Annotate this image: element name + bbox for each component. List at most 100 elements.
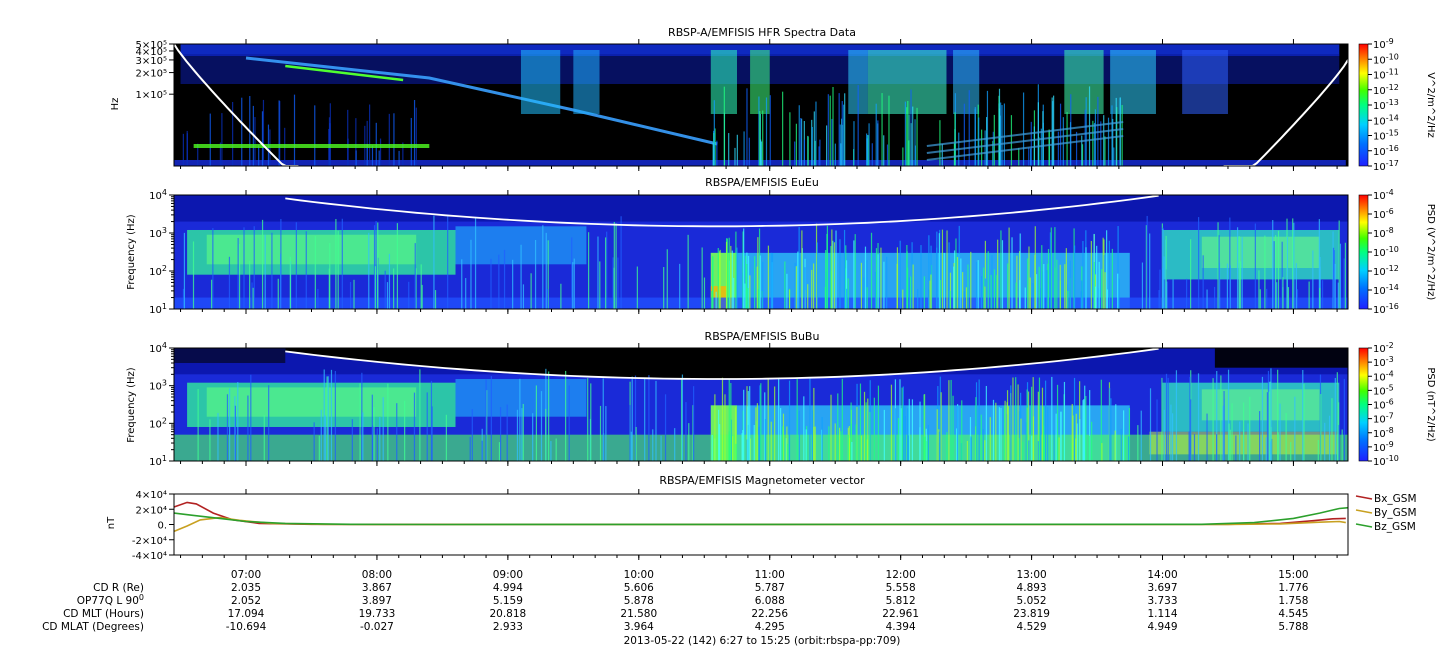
broadband-streak [927, 424, 929, 461]
hfr-noise-streak [968, 90, 970, 166]
spectrogram-streak [1220, 375, 1222, 461]
broadband-streak [1018, 411, 1020, 461]
spectrogram-streak [1296, 289, 1299, 309]
colorbar-scale [1358, 347, 1369, 462]
broadband-streak [788, 380, 791, 461]
legend-label: By_GSM [1374, 507, 1417, 519]
broadband-streak [782, 426, 784, 461]
hfr-noise-streak [904, 101, 907, 166]
broadband-streak [923, 276, 925, 309]
spectrogram-streak [349, 282, 352, 309]
spectrogram-streak [620, 216, 622, 309]
broadband-streak [796, 378, 798, 461]
broadband-streak [997, 239, 999, 309]
broadband-streak [907, 435, 910, 461]
legend-swatch [1355, 495, 1373, 500]
spectrogram-streak [572, 262, 574, 309]
broadband-streak [786, 426, 788, 461]
bubu-colorbar-label: PSD (nT^2/Hz) [1425, 367, 1436, 441]
broadband-streak [984, 286, 986, 309]
bubu-y-axis: 104 103 102 101 [149, 341, 174, 468]
spectrogram-streak [277, 278, 279, 309]
hfr-noise-streak [978, 117, 980, 166]
broadband-streak [756, 266, 758, 309]
broadband-streak [928, 235, 930, 309]
spectrogram-streak [1145, 225, 1147, 309]
spectrogram-streak [1247, 423, 1249, 461]
broadband-streak [860, 435, 862, 461]
broadband-streak [1124, 436, 1126, 461]
broadband-streak [1060, 411, 1062, 461]
broadband-streak [1038, 266, 1040, 309]
spectrogram-streak [1333, 250, 1335, 309]
broadband-streak [1054, 227, 1056, 309]
broadband-streak [1018, 438, 1020, 461]
hfr-noise-streak [811, 126, 813, 166]
spectrogram-streak [183, 232, 186, 309]
spectrogram-streak [681, 374, 684, 461]
hfr-noise-streak [1000, 102, 1002, 166]
spectrogram-streak [263, 415, 265, 461]
spectrogram-streak [317, 288, 319, 309]
hfr-noise-streak [366, 120, 368, 166]
broadband-streak [902, 386, 904, 461]
broadband-streak [949, 272, 952, 309]
hfr-noise-streak [398, 150, 400, 166]
hfr-noise-streak [1113, 147, 1115, 166]
broadband-streak [848, 426, 850, 461]
hfr-noise-streak [366, 143, 368, 166]
spectrogram-streak [1312, 250, 1314, 309]
broadband-streak [1044, 380, 1047, 461]
spectrogram-streak [519, 378, 521, 461]
colorbar-tick-label: 10-6 [1373, 398, 1394, 412]
broadband-streak [1028, 246, 1030, 309]
spectrogram-streak [602, 378, 604, 461]
hfr-noise-streak [746, 88, 748, 166]
broadband-streak [1032, 283, 1034, 309]
broadband-streak [1104, 272, 1106, 309]
hfr-noise-streak [241, 97, 243, 166]
colorbar-tick-label: 10-16 [1373, 302, 1399, 316]
spectrogram-streak [1273, 241, 1275, 309]
colorbar-tick-label: 10-6 [1373, 207, 1394, 221]
spectrogram-streak [469, 436, 471, 461]
broadband-streak [1075, 413, 1077, 461]
hfr-noise-streak [902, 147, 904, 166]
colorbar-tick-label: 10-14 [1373, 113, 1399, 127]
spectrogram-streak [512, 259, 514, 309]
broadband-streak [1093, 261, 1095, 309]
hfr-noise-streak [839, 124, 841, 166]
hfr-noise-streak [1028, 147, 1030, 166]
hfr-noise-streak [734, 147, 736, 166]
hfr-noise-streak [818, 146, 820, 166]
broadband-streak [811, 410, 814, 461]
broadband-streak [1015, 282, 1017, 309]
legend-label: Bx_GSM [1374, 493, 1417, 505]
ephemeris-value: 4.295 [755, 621, 785, 633]
hfr-noise-streak [907, 100, 909, 166]
broadband-streak [877, 254, 879, 309]
spectrogram-streak [182, 288, 185, 309]
spectrogram-streak [1161, 377, 1163, 461]
broadband-streak [955, 238, 957, 309]
spectrogram-streak [1175, 370, 1178, 461]
broadband-streak [821, 417, 823, 461]
eueu-ylabel: Frequency (Hz) [126, 214, 137, 290]
spectrogram-streak [413, 392, 416, 461]
broadband-streak [890, 384, 893, 461]
broadband-streak [767, 245, 770, 309]
ephemeris-value: 1.776 [1278, 582, 1308, 594]
broadband-streak [1102, 237, 1104, 309]
spectrogram-streak [1217, 222, 1219, 309]
spectrogram-streak [238, 243, 241, 309]
spectrogram-streak [1277, 230, 1280, 309]
hfr-noise-streak [1030, 121, 1032, 166]
spectrogram-streak [396, 223, 398, 309]
spectrogram-streak [485, 379, 487, 461]
colorbar-tick-label: 10-15 [1373, 129, 1399, 143]
hfr-noise-streak [871, 143, 873, 166]
spectrogram-streak [386, 282, 389, 309]
broadband-streak [780, 408, 782, 461]
spectrogram-streak [382, 397, 384, 461]
hfr-noise-streak [261, 111, 264, 166]
